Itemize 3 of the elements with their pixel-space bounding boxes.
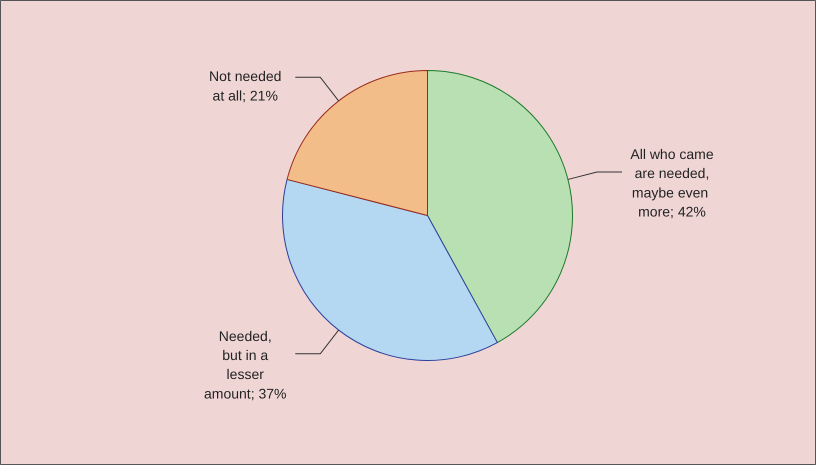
slice-label: Needed, but in a lesser amount; 37%: [204, 328, 286, 402]
slice-label: All who came are needed, maybe even more; 42%: [630, 146, 714, 220]
slice-label: Not needed at all; 21%: [209, 68, 282, 104]
